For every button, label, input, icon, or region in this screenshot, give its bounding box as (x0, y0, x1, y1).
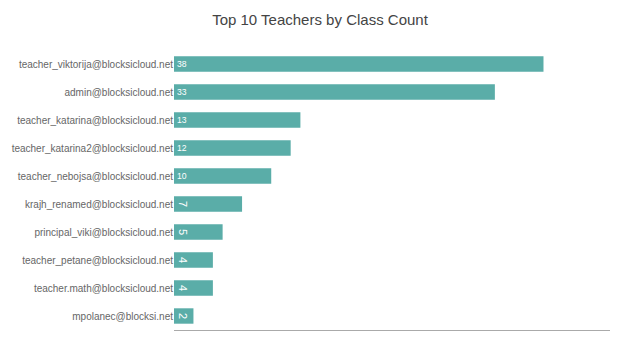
svg-text:Top 10 Teachers by Class Count: Top 10 Teachers by Class Count (212, 11, 429, 28)
svg-text:4: 4 (177, 285, 189, 291)
svg-text:7: 7 (177, 201, 189, 207)
svg-text:4: 4 (177, 257, 189, 263)
svg-text:mpolanec@blocksi.net: mpolanec@blocksi.net (72, 311, 173, 322)
svg-text:admin@blocksicloud.net: admin@blocksicloud.net (64, 87, 173, 98)
svg-text:teacher_viktorija@blocksicloud: teacher_viktorija@blocksicloud.net (19, 59, 173, 70)
svg-text:12: 12 (177, 143, 187, 153)
svg-text:teacher_petane@blocksicloud.ne: teacher_petane@blocksicloud.net (22, 255, 173, 266)
svg-text:13: 13 (177, 115, 187, 125)
svg-text:10: 10 (177, 171, 187, 181)
svg-text:38: 38 (177, 59, 187, 69)
svg-text:5: 5 (177, 229, 189, 235)
svg-text:teacher_katarina2@blocksicloud: teacher_katarina2@blocksicloud.net (12, 143, 174, 154)
svg-text:teacher.math@blocksicloud.net: teacher.math@blocksicloud.net (34, 283, 173, 294)
svg-text:principal_viki@blocksicloud.ne: principal_viki@blocksicloud.net (34, 227, 173, 238)
svg-text:teacher_nebojsa@blocksicloud.n: teacher_nebojsa@blocksicloud.net (18, 171, 173, 182)
svg-text:teacher_katarina@blocksicloud.: teacher_katarina@blocksicloud.net (17, 115, 173, 126)
svg-text:krajh_renamed@blocksicloud.net: krajh_renamed@blocksicloud.net (25, 199, 173, 210)
svg-text:2: 2 (177, 313, 189, 319)
svg-text:33: 33 (177, 87, 187, 97)
